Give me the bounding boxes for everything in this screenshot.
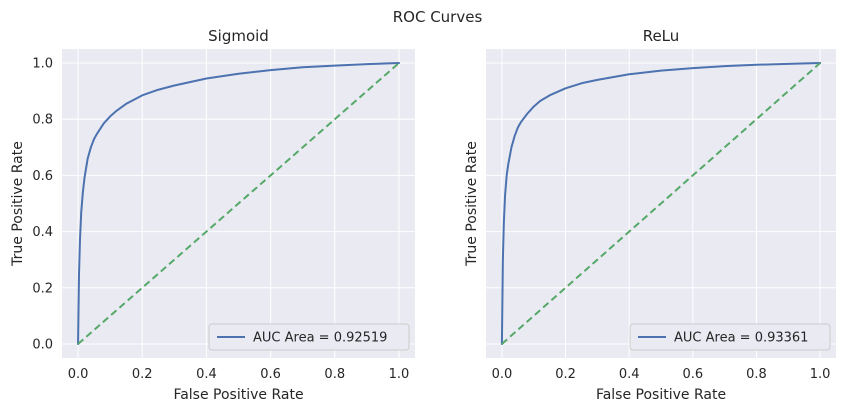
y-tick-label: 0.2 <box>32 281 53 296</box>
chance-diagonal-line <box>501 62 821 345</box>
chance-diagonal-line <box>77 62 400 345</box>
x-tick-label: 0.2 <box>132 367 153 382</box>
x-tick-label: 0.4 <box>196 367 217 382</box>
legend: AUC Area = 0.93361 <box>629 323 831 351</box>
y-tick-label: 0.6 <box>32 169 53 184</box>
legend-box <box>629 323 831 351</box>
y-tick-label: 1.0 <box>32 57 53 72</box>
figure-suptitle: ROC Curves <box>393 8 483 26</box>
y-tick-label: 0.4 <box>32 225 53 240</box>
y-axis-label: True Positive Rate <box>464 141 480 267</box>
x-axis-label: False Positive Rate <box>596 387 726 403</box>
x-tick-label: 0.4 <box>619 367 640 382</box>
subplot-2: 0.0 0.2 0.4 0.6 0.8 1.0 ReLu False Positive Rat… <box>464 27 836 403</box>
x-tick-label: 0.8 <box>324 367 345 382</box>
roc-curve-line <box>500 62 822 345</box>
x-tick-label: 1.0 <box>810 367 831 382</box>
x-tick-label: 0.0 <box>68 367 89 382</box>
legend-entry: AUC Area = 0.93361 <box>674 331 808 346</box>
x-tick-label: 0.2 <box>555 367 576 382</box>
legend-box <box>208 323 410 351</box>
y-tick-label: 0.0 <box>32 337 53 352</box>
subplot-title: ReLu <box>643 27 680 45</box>
subplot-title: Sigmoid <box>208 27 269 45</box>
x-axis-label: False Positive Rate <box>173 387 303 403</box>
legend-entry: AUC Area = 0.92519 <box>253 331 387 346</box>
x-tick-label: 0.6 <box>260 367 281 382</box>
legend: AUC Area = 0.92519 <box>208 323 410 351</box>
y-axis-label: True Positive Rate <box>10 141 26 267</box>
subplot-1: 0.0 0.2 0.4 0.6 0.8 1.0 0.0 0.2 0.4 0.6 0.8 1.0 Sigm… <box>10 27 415 403</box>
x-tick-label: 1.0 <box>389 367 410 382</box>
x-tick-label: 0.6 <box>682 367 703 382</box>
roc-curve-line <box>77 62 400 345</box>
y-tick-label: 0.8 <box>32 113 53 128</box>
x-tick-label: 0.8 <box>746 367 767 382</box>
x-tick-label: 0.0 <box>492 367 513 382</box>
